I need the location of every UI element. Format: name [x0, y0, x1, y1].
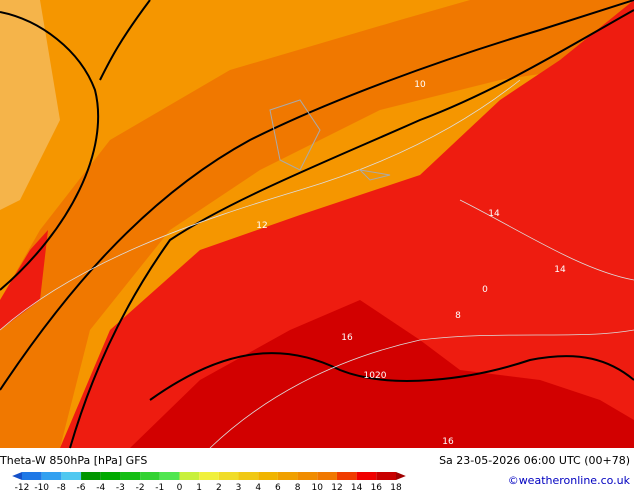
legend-swatch	[317, 472, 337, 480]
contour-label: 16	[341, 333, 353, 343]
legend-tick-label: 14	[351, 483, 363, 490]
legend-tick-label: -10	[34, 483, 49, 490]
legend-swatch	[199, 472, 219, 480]
legend-tick-label: -4	[96, 483, 105, 490]
legend-swatch	[356, 472, 377, 480]
legend-tick-label: 18	[390, 483, 402, 490]
legend-arrow	[12, 472, 22, 480]
legend-swatch	[277, 472, 298, 480]
legend-tick-label: 16	[371, 483, 383, 490]
legend-swatch	[41, 472, 62, 480]
map: 10 12 14 14 16 16 1020 8 0	[0, 0, 634, 449]
legend-tick-label: -1	[155, 483, 164, 490]
legend-swatch	[120, 472, 141, 480]
legend-swatch	[61, 472, 82, 480]
contour-label: 14	[554, 265, 566, 275]
legend-swatch	[376, 472, 396, 480]
legend-tick-label: 8	[295, 483, 301, 490]
legend: -12 -10 -8 -6 -4 -3 -2 -1 0 1 2 3 4 6 8 10 12 14 16 18	[12, 472, 406, 493]
legend-swatch	[258, 472, 278, 480]
legend-tick-label: 6	[275, 483, 281, 490]
legend-tick-label: 2	[216, 483, 222, 490]
contour-label: 10	[414, 80, 426, 90]
legend-swatch	[336, 472, 357, 480]
legend-tick-label: -3	[116, 483, 125, 490]
legend-swatch	[22, 472, 42, 480]
legend-tick-label: -12	[15, 483, 30, 490]
contour-label: 0	[482, 285, 488, 295]
legend-tick-label: -6	[77, 483, 86, 490]
legend-tick-label: 10	[312, 483, 324, 490]
credit: ©weatheronline.co.uk	[508, 474, 631, 487]
legend-tick-label: 0	[177, 483, 183, 490]
legend-swatch	[218, 472, 239, 480]
legend-tick-label: 4	[255, 483, 261, 490]
legend-arrow	[396, 472, 406, 480]
legend-tick-label: -8	[57, 483, 66, 490]
legend-swatch	[140, 472, 160, 480]
valid-time: Sa 23-05-2026 06:00 UTC (00+78)	[439, 454, 630, 467]
contour-label: 8	[455, 311, 461, 321]
legend-swatch	[100, 472, 121, 480]
legend-swatch	[238, 472, 259, 480]
legend-swatch	[159, 472, 180, 480]
legend-swatch	[81, 472, 101, 480]
legend-tick-label: 1	[196, 483, 202, 490]
contour-label: 16	[442, 437, 454, 447]
legend-tick-label: 3	[236, 483, 242, 490]
contour-label: 14	[488, 209, 500, 219]
contour-label: 12	[256, 221, 267, 231]
legend-tick-label: 12	[331, 483, 342, 490]
legend-tick-label: -2	[136, 483, 145, 490]
contour-label: 1020	[364, 371, 387, 381]
map-title: Theta-W 850hPa [hPa] GFS	[0, 454, 147, 467]
legend-swatch	[179, 472, 200, 480]
legend-swatch	[297, 472, 318, 480]
